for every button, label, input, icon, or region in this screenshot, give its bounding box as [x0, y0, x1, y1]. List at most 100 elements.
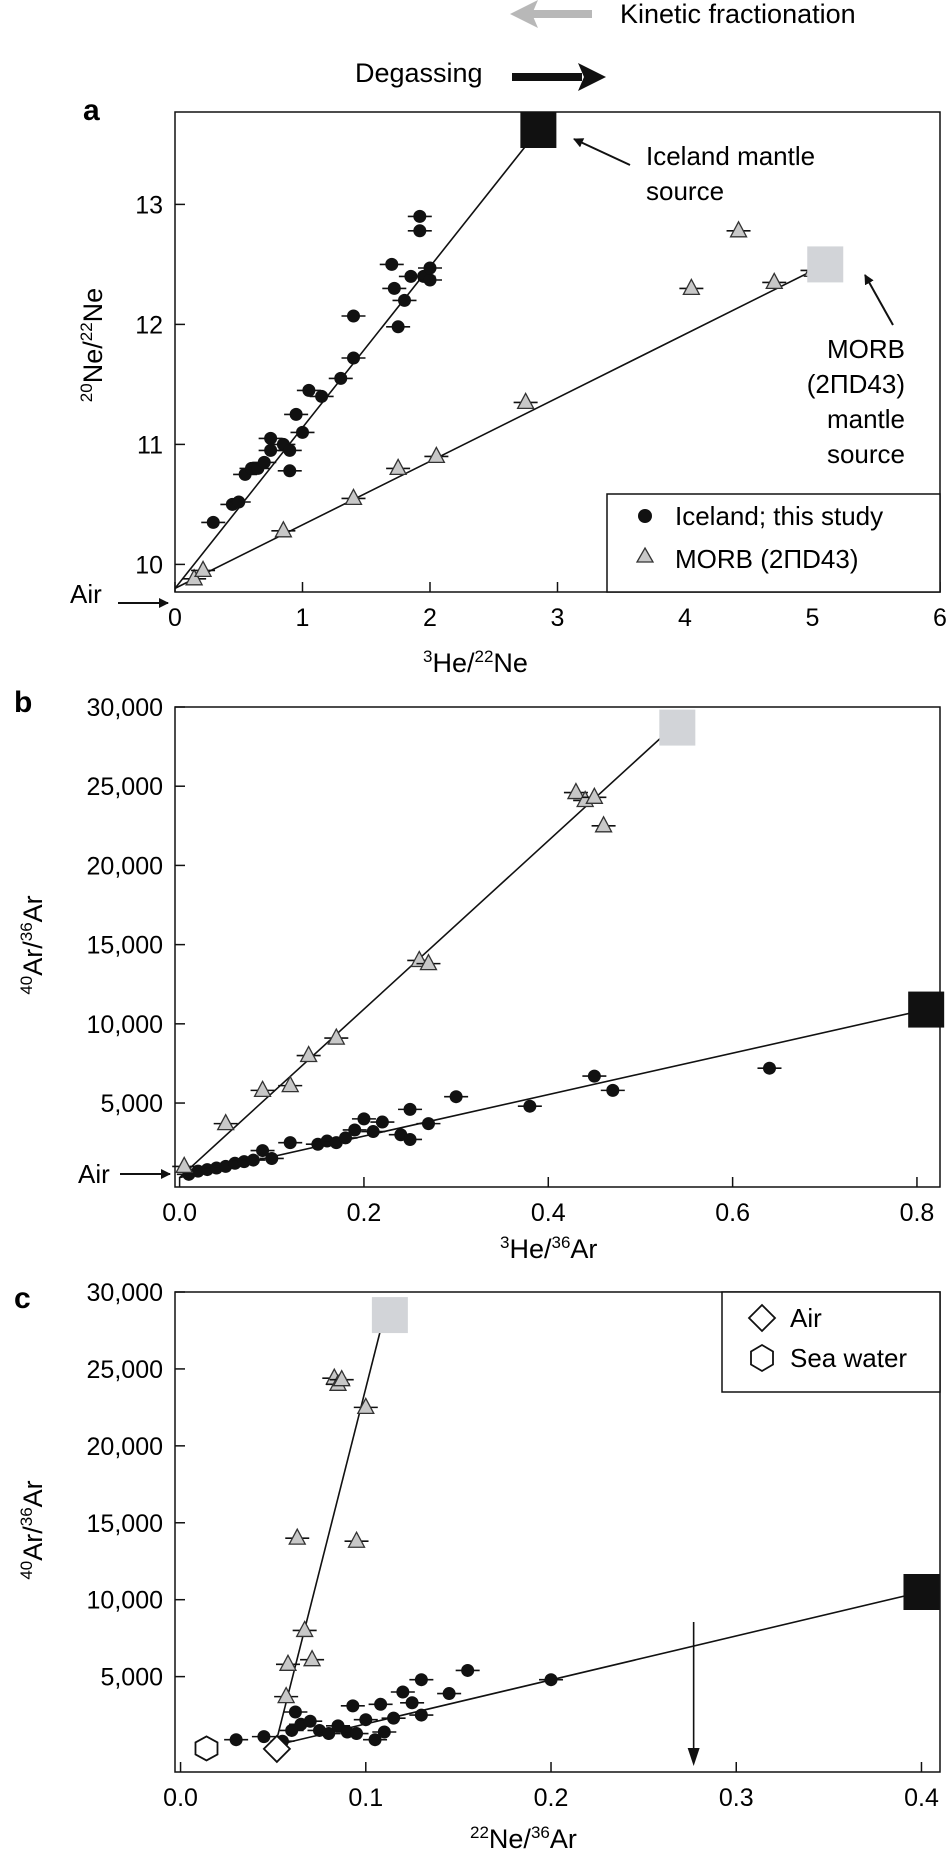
y-tick-label: 15,000: [87, 1510, 163, 1538]
iceland-point: [257, 455, 271, 469]
iceland-point: [423, 261, 437, 275]
morb-point: [729, 220, 748, 238]
endmember-iceland-source: [520, 112, 557, 148]
y-tick-label: 30,000: [87, 694, 163, 722]
legend-air-label: Air: [790, 1303, 822, 1333]
y-tick-label: 5,000: [100, 1664, 163, 1692]
morb-point: [299, 1045, 318, 1063]
morb-point: [419, 953, 438, 971]
x-tick-label: 0.6: [715, 1199, 750, 1227]
morb-point: [347, 1530, 366, 1548]
panel-a-y-ticks: 10 11 12 13: [135, 191, 185, 579]
x-tick-label: 0.8: [900, 1199, 935, 1227]
morb-point: [682, 278, 701, 296]
panel-c-legend: Air Sea water: [721, 1291, 941, 1393]
morb-point: [594, 815, 613, 833]
panel-b-iceland-points: [176, 1061, 782, 1181]
iceland-point: [449, 1090, 463, 1104]
legend-iceland-label: Iceland; this study: [675, 501, 883, 531]
iceland-point: [387, 281, 401, 295]
iceland-point: [232, 495, 246, 509]
panel-c-reference-arrow: [687, 1622, 700, 1766]
panel-b-letter: b: [14, 686, 32, 719]
x-tick-label: 6: [933, 604, 946, 632]
iceland-point: [331, 1719, 345, 1733]
panel-a-morb-points: [182, 220, 825, 586]
iceland-point: [339, 1131, 353, 1145]
iceland-point: [257, 1730, 271, 1744]
iceland-point: [265, 1151, 279, 1165]
iceland-point: [391, 320, 405, 334]
iceland-point: [374, 1697, 388, 1711]
panel-b-y-label: 40Ar/36Ar: [17, 895, 48, 994]
morb-point: [427, 446, 446, 464]
panel-a-x-label: 3He/22Ne: [423, 647, 528, 678]
endmember-iceland-source: [908, 991, 945, 1028]
legend-morb-label: MORB (2ΠD43): [675, 544, 858, 574]
panel-a-endmembers: [520, 112, 844, 283]
degassing-arrowhead: [578, 63, 606, 91]
iceland-point: [264, 431, 278, 445]
y-tick-label: 25,000: [87, 1356, 163, 1384]
regression-line-iceland: [179, 1008, 927, 1179]
y-tick-label: 30,000: [87, 1279, 163, 1307]
x-tick-label: 0.0: [163, 1784, 198, 1812]
x-tick-label: 0.4: [904, 1784, 939, 1812]
x-tick-label: 0.1: [348, 1784, 383, 1812]
iceland-source-pointer: [573, 138, 631, 166]
morb-source-label-line4: source: [827, 439, 905, 469]
morb-point: [327, 1027, 346, 1045]
x-tick-label: 0.0: [162, 1199, 197, 1227]
endmember-morb-source: [807, 246, 844, 283]
panel-a-y-label: 20Ne/22Ne: [77, 288, 108, 402]
iceland-point: [348, 1123, 362, 1137]
iceland-point: [421, 1117, 435, 1131]
panel-c-frame: [174, 1291, 941, 1773]
iceland-point: [544, 1673, 558, 1687]
kinetic-fractionation-arrowhead: [510, 0, 538, 28]
iceland-point: [315, 389, 329, 403]
iceland-point: [229, 1733, 243, 1747]
iceland-point: [288, 1705, 302, 1719]
iceland-point: [347, 309, 360, 323]
iceland-point: [403, 1132, 417, 1146]
iceland-point: [461, 1663, 475, 1677]
iceland-point: [523, 1099, 537, 1113]
panel-a-legend: Iceland; this study MORB (2ΠD43): [606, 493, 941, 593]
x-tick-label: 0: [168, 604, 182, 632]
morb-point: [277, 1686, 296, 1704]
iceland-point: [423, 273, 437, 287]
x-tick-label: 0.4: [531, 1199, 566, 1227]
iceland-point: [375, 1115, 389, 1129]
panel-c-iceland-points: [224, 1663, 564, 1748]
iceland-point: [283, 443, 297, 457]
x-tick-label: 1: [296, 604, 310, 632]
morb-source-label-line2: (2ΠD43): [807, 369, 905, 399]
panel-c-reference-points: [194, 1734, 292, 1764]
morb-point: [253, 1079, 272, 1098]
morb-point: [516, 392, 535, 410]
iceland-point: [414, 1673, 428, 1687]
panel-b-morb-points: [172, 782, 616, 1174]
y-tick-label: 25,000: [87, 773, 163, 801]
iceland-point: [387, 1711, 401, 1725]
regression-line-morb: [179, 722, 678, 1179]
sea-water-point: [194, 1735, 219, 1762]
iceland-point: [413, 209, 427, 223]
legend-air-marker: [747, 1303, 777, 1333]
panel-c: c 0.0 0.1 0.2 0.3 0.4 5,000 10,000 15,000 20,00…: [14, 1279, 941, 1854]
iceland-point: [587, 1069, 601, 1083]
panel-c-legend-box: [721, 1291, 941, 1393]
panel-c-x-label: 22Ne/36Ar: [470, 1823, 577, 1854]
iceland-point: [296, 425, 309, 439]
morb-point: [765, 272, 784, 290]
panel-b-y-ticks: 5,000 10,000 15,000 20,000 25,000 30,000: [87, 694, 185, 1118]
iceland-point: [368, 1733, 382, 1747]
x-tick-label: 0.3: [719, 1784, 754, 1812]
header: Kinetic fractionation Degassing: [355, 0, 856, 91]
iceland-point: [414, 1708, 428, 1722]
iceland-point: [377, 1725, 391, 1739]
iceland-point: [405, 1696, 419, 1710]
y-tick-label: 10: [135, 551, 163, 579]
